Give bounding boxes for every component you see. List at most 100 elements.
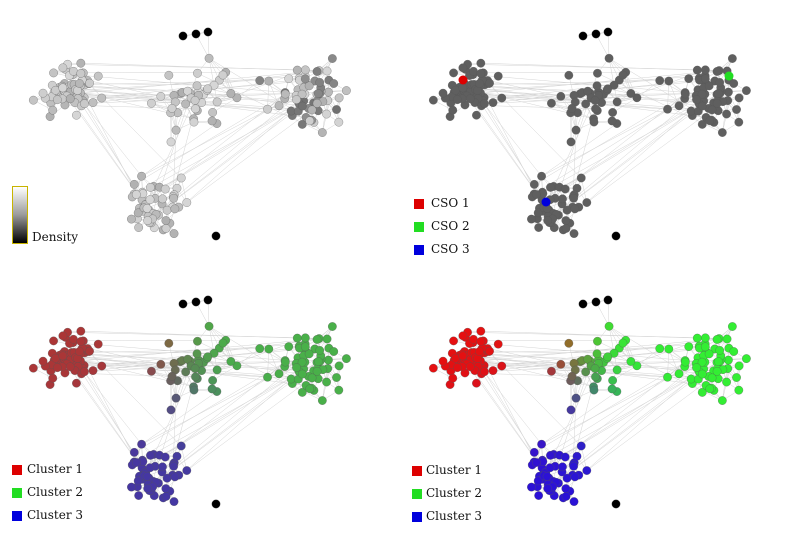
node xyxy=(332,373,341,382)
node xyxy=(76,69,86,78)
cso-3-node xyxy=(541,197,551,207)
node xyxy=(480,367,489,377)
node xyxy=(298,369,307,379)
node xyxy=(190,364,200,373)
legend-swatch-cso-1 xyxy=(414,199,424,209)
edge xyxy=(534,93,686,185)
edge xyxy=(64,343,306,360)
node xyxy=(167,104,177,113)
node xyxy=(274,369,284,379)
node xyxy=(493,71,503,81)
node xyxy=(208,376,217,385)
node xyxy=(632,361,642,371)
node xyxy=(292,95,301,104)
node xyxy=(304,349,314,359)
node xyxy=(189,385,199,395)
node xyxy=(480,99,489,109)
node xyxy=(134,491,143,500)
node xyxy=(591,104,600,114)
edge xyxy=(212,97,238,113)
node xyxy=(328,322,337,331)
node xyxy=(169,461,178,471)
edge xyxy=(268,80,280,106)
edge xyxy=(480,62,728,72)
nodes xyxy=(429,27,751,241)
node xyxy=(701,65,710,75)
node xyxy=(305,384,315,394)
node xyxy=(680,357,690,367)
node xyxy=(543,484,553,493)
node xyxy=(85,78,94,88)
edge xyxy=(612,365,638,381)
edge xyxy=(595,301,610,327)
isolated-node xyxy=(178,299,188,309)
node xyxy=(80,367,89,377)
node xyxy=(674,101,684,111)
edge xyxy=(586,101,723,203)
node xyxy=(93,71,103,81)
node xyxy=(742,354,751,363)
node xyxy=(208,108,217,117)
node xyxy=(255,344,265,353)
legend-label-cluster-2: Cluster 2 xyxy=(27,485,84,499)
isolated-node xyxy=(611,499,621,509)
node xyxy=(571,125,581,135)
node xyxy=(529,180,539,189)
node xyxy=(314,89,323,98)
node xyxy=(564,338,574,348)
edge xyxy=(668,348,680,374)
node xyxy=(712,99,722,108)
node xyxy=(58,331,68,341)
node xyxy=(264,344,274,354)
node xyxy=(304,81,314,91)
node xyxy=(142,204,152,213)
node xyxy=(53,363,62,373)
node xyxy=(49,68,58,78)
node xyxy=(732,373,741,382)
node xyxy=(162,473,172,483)
node xyxy=(137,171,146,181)
nodes xyxy=(429,295,751,509)
edge xyxy=(207,299,210,327)
edge xyxy=(608,326,615,354)
node xyxy=(569,497,579,506)
node xyxy=(274,101,284,111)
node xyxy=(145,195,155,205)
node xyxy=(171,125,181,135)
node xyxy=(582,198,592,207)
node xyxy=(618,338,628,348)
node xyxy=(97,93,107,103)
edge xyxy=(607,31,610,59)
node xyxy=(728,322,737,331)
density-colorbar xyxy=(12,186,28,244)
legend-swatch-cso-2 xyxy=(414,222,424,232)
node xyxy=(324,355,333,365)
node xyxy=(701,333,710,343)
node xyxy=(315,78,325,87)
node xyxy=(715,346,725,355)
node xyxy=(698,369,707,379)
edge xyxy=(134,93,286,185)
edge xyxy=(476,94,542,177)
node xyxy=(592,349,602,359)
node xyxy=(707,373,717,383)
node xyxy=(161,216,171,225)
node xyxy=(218,70,228,80)
node xyxy=(697,120,707,129)
node xyxy=(322,334,332,344)
node xyxy=(458,83,468,93)
node xyxy=(581,99,591,109)
node xyxy=(448,105,458,115)
node xyxy=(75,79,84,88)
node xyxy=(722,377,731,387)
node xyxy=(722,334,732,344)
node xyxy=(312,367,322,376)
node xyxy=(722,109,731,119)
node xyxy=(171,393,181,403)
node xyxy=(476,58,486,68)
node xyxy=(438,356,448,366)
node xyxy=(576,441,586,451)
edge xyxy=(186,369,323,471)
isolated-node xyxy=(203,27,213,37)
node xyxy=(742,86,751,95)
